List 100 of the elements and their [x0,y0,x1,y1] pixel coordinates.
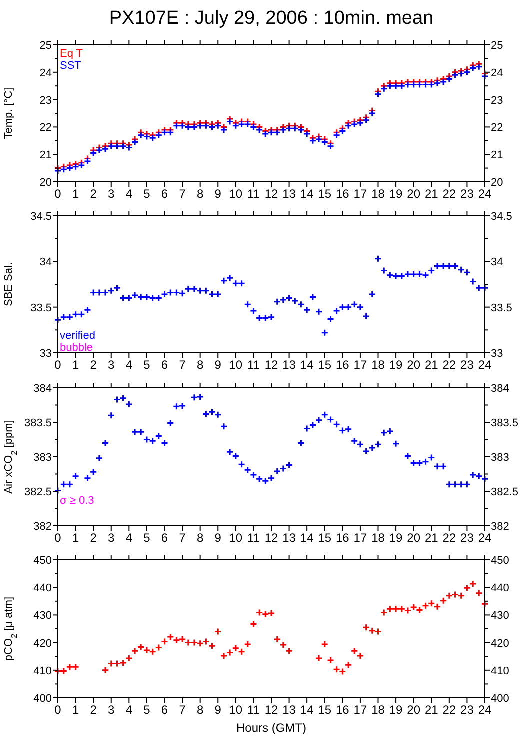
x-tick-label: 20 [407,187,421,201]
x-tick-label: 14 [300,703,314,717]
x-tick-label: 19 [389,358,404,372]
x-tick-label: 10 [229,187,243,201]
x-tick-label: 0 [54,358,62,372]
x-tick-label: 3 [108,358,116,372]
x-tick-label: 5 [144,358,151,372]
x-tick-label: 9 [214,358,222,372]
x-tick-label: 7 [179,531,186,545]
text: SST [60,60,82,72]
x-tick-label: 6 [161,187,168,201]
x-tick-label: 16 [336,358,350,372]
y2-tick-label: 420 [491,638,510,650]
y-tick-label: 33 [40,348,52,360]
y-tick-label: 410 [34,665,52,678]
x-tick-label: 9 [214,531,222,545]
y2-tick-label: 430 [491,610,510,622]
y2-tick-label: 23 [491,94,504,107]
y-axis-title: Temp. [°C] [3,88,15,140]
y-tick-label: 24 [40,67,52,80]
x-tick-label: 1 [72,703,80,717]
x-tick-label: 16 [336,531,350,545]
x-tick-label: 23 [460,531,474,545]
x-tick-label: 24 [478,703,492,717]
y2-tick-label: 383.5 [491,418,519,430]
y2-tick-label: 400 [491,693,510,705]
y2-tick-label: 382 [491,521,510,533]
x-tick-label: 12 [264,703,278,717]
x-tick-label: 21 [424,703,439,717]
x-tick-label: 12 [264,187,278,201]
y-tick-label: 384 [34,383,52,395]
y2-tick-label: 440 [491,582,510,595]
y2-tick-label: 384 [491,383,510,395]
x-tick-label: 13 [282,703,296,717]
y2-tick-label: 34.5 [491,211,512,223]
y-tick-label: 382 [34,521,52,533]
x-tick-label: 11 [247,187,260,201]
x-tick-label: 8 [196,531,204,545]
y-tick-label: 382.5 [24,486,52,498]
y-tick-label: 34.5 [30,211,52,223]
x-axis-title: Hours (GMT) [236,721,306,735]
x-tick-label: 15 [318,703,332,717]
x-tick-label: 8 [196,703,204,717]
x-tick-label: 5 [144,531,151,545]
y2-tick-label: 34 [491,256,504,269]
x-tick-label: 4 [126,187,133,201]
x-tick-label: 7 [179,187,186,201]
x-tick-label: 1 [72,358,80,372]
x-tick-label: 0 [54,703,62,717]
x-tick-label: 18 [372,187,386,201]
y-tick-label: 440 [34,582,52,595]
y-tick-label: 21 [40,150,52,162]
y2-tick-label: 33.5 [491,302,512,314]
x-tick-label: 23 [460,358,474,372]
x-tick-label: 21 [424,358,439,372]
x-tick-label: 18 [372,531,386,545]
y-tick-label: 420 [34,638,52,650]
annotation: bubble [60,342,94,354]
y2-tick-label: 33 [491,348,504,360]
y-tick-label: 383 [34,452,52,464]
x-tick-label: 20 [407,531,421,545]
x-tick-label: 8 [196,187,204,201]
y2-tick-label: 24 [491,67,504,80]
x-tick-label: 17 [354,703,368,717]
x-tick-label: 20 [407,703,421,717]
x-tick-label: 20 [407,358,421,372]
x-tick-label: 5 [144,187,151,201]
x-tick-label: 7 [179,358,186,372]
x-tick-label: 23 [460,703,474,717]
y2-tick-label: 20 [491,177,504,189]
x-tick-label: 11 [247,531,260,545]
x-tick-label: 18 [372,703,386,717]
x-tick-label: 21 [424,187,439,201]
y-tick-label: 34 [40,256,52,269]
x-tick-label: 1 [72,187,80,201]
x-tick-label: 15 [318,187,332,201]
x-tick-label: 24 [478,187,492,201]
x-tick-label: 23 [460,187,474,201]
x-tick-label: 2 [90,358,98,372]
x-tick-label: 3 [108,187,116,201]
y2-tick-label: 22 [491,122,504,134]
y-tick-label: 25 [40,40,52,52]
y2-tick-label: 25 [491,40,504,52]
x-tick-label: 2 [90,531,98,545]
x-tick-label: 24 [478,531,492,545]
x-tick-label: 3 [108,531,116,545]
y-tick-label: 23 [40,94,52,107]
x-tick-label: 14 [300,358,314,372]
x-tick-label: 15 [318,531,332,545]
x-tick-label: 0 [54,531,62,545]
x-tick-label: 13 [282,358,296,372]
x-tick-label: 11 [247,358,260,372]
y-tick-label: 450 [34,555,52,567]
x-tick-label: 0 [54,187,62,201]
y-tick-label: 383.5 [24,418,52,430]
x-tick-label: 3 [108,703,116,717]
x-tick-label: 4 [126,358,133,372]
x-tick-label: 24 [478,358,492,372]
x-tick-label: 19 [389,187,404,201]
x-tick-label: 4 [126,703,133,717]
